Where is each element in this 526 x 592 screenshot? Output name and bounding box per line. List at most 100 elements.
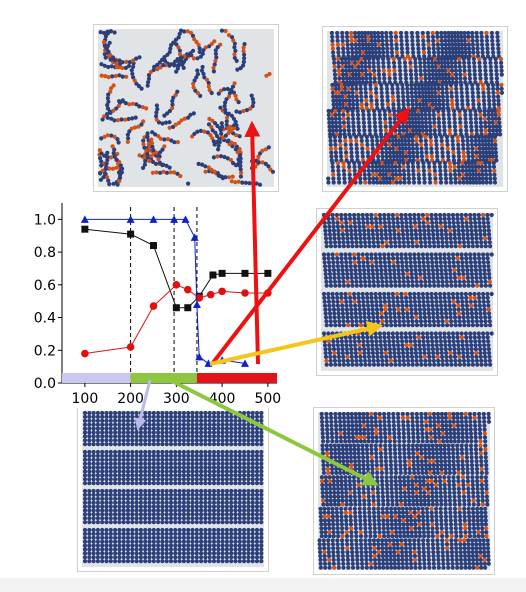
bead bbox=[374, 307, 380, 312]
bead bbox=[418, 358, 424, 363]
bead bbox=[199, 438, 204, 443]
bead bbox=[357, 72, 362, 77]
bead bbox=[465, 180, 470, 185]
bead bbox=[494, 128, 499, 133]
bead bbox=[165, 52, 170, 57]
bead bbox=[479, 128, 484, 133]
bead bbox=[433, 90, 438, 95]
bead bbox=[203, 418, 208, 423]
bead bbox=[468, 252, 473, 257]
bead bbox=[348, 220, 353, 225]
bead bbox=[479, 38, 484, 43]
bead bbox=[357, 264, 362, 269]
bead bbox=[404, 128, 409, 133]
bead bbox=[406, 319, 411, 324]
bead bbox=[324, 323, 329, 328]
bead bbox=[464, 224, 469, 229]
bead bbox=[370, 164, 375, 169]
bead bbox=[232, 81, 237, 86]
bead bbox=[442, 212, 447, 218]
bead bbox=[101, 175, 106, 180]
bead bbox=[173, 414, 178, 419]
bead bbox=[357, 224, 362, 229]
bead bbox=[403, 138, 408, 143]
bead bbox=[405, 90, 410, 95]
bead bbox=[336, 64, 341, 69]
bead bbox=[472, 252, 477, 257]
bead bbox=[354, 82, 359, 88]
bead bbox=[168, 46, 173, 51]
bead bbox=[144, 148, 149, 153]
bead bbox=[91, 442, 96, 447]
bead bbox=[444, 354, 449, 359]
bead bbox=[369, 102, 374, 107]
bead bbox=[474, 275, 479, 280]
bead bbox=[349, 350, 354, 356]
bead bbox=[438, 180, 444, 185]
bead bbox=[382, 216, 387, 221]
bead bbox=[468, 216, 473, 221]
bead bbox=[470, 154, 475, 159]
bead bbox=[331, 102, 336, 107]
bead bbox=[413, 64, 418, 69]
bead bbox=[383, 350, 388, 356]
bead bbox=[349, 30, 354, 36]
bead bbox=[374, 94, 379, 99]
bead bbox=[446, 154, 451, 159]
bead bbox=[440, 46, 445, 51]
bead bbox=[386, 56, 391, 62]
bead bbox=[379, 134, 384, 140]
bead bbox=[358, 350, 363, 356]
bead bbox=[396, 134, 401, 140]
bead bbox=[410, 116, 415, 121]
bead bbox=[380, 279, 385, 284]
bead bbox=[365, 146, 370, 151]
bead bbox=[365, 224, 371, 229]
bead bbox=[346, 244, 351, 249]
bead bbox=[398, 76, 403, 81]
bead bbox=[342, 172, 347, 177]
bead bbox=[383, 232, 388, 237]
bead bbox=[384, 82, 389, 88]
bead bbox=[486, 138, 491, 143]
bead bbox=[210, 136, 215, 141]
bead bbox=[337, 76, 342, 81]
bead bbox=[470, 150, 475, 155]
bead bbox=[330, 212, 335, 218]
bead bbox=[470, 362, 475, 367]
bead bbox=[106, 49, 111, 54]
bead bbox=[475, 38, 480, 43]
bead bbox=[371, 176, 376, 181]
bead bbox=[423, 116, 428, 121]
bead bbox=[130, 438, 135, 443]
bead bbox=[398, 72, 403, 77]
bead bbox=[429, 86, 434, 91]
bead bbox=[421, 256, 426, 261]
bead bbox=[173, 418, 178, 423]
bead bbox=[476, 291, 481, 297]
bead bbox=[422, 354, 427, 359]
bead bbox=[403, 252, 408, 257]
bead bbox=[450, 42, 455, 47]
bead bbox=[358, 271, 363, 277]
bead bbox=[371, 354, 376, 359]
bead bbox=[404, 343, 409, 348]
bead bbox=[452, 116, 457, 121]
bead bbox=[370, 268, 375, 273]
bead bbox=[427, 315, 432, 320]
bead bbox=[337, 90, 342, 95]
bead bbox=[406, 168, 411, 173]
bead bbox=[471, 56, 476, 62]
bead bbox=[435, 350, 440, 356]
bead bbox=[427, 319, 432, 324]
bead bbox=[160, 121, 165, 126]
bead bbox=[494, 64, 499, 69]
bead bbox=[113, 410, 118, 416]
bead bbox=[390, 172, 395, 177]
bead bbox=[483, 275, 488, 280]
bead bbox=[448, 172, 453, 177]
bead bbox=[443, 220, 448, 225]
bead bbox=[342, 124, 347, 129]
bead bbox=[127, 60, 132, 65]
bead bbox=[173, 442, 178, 447]
